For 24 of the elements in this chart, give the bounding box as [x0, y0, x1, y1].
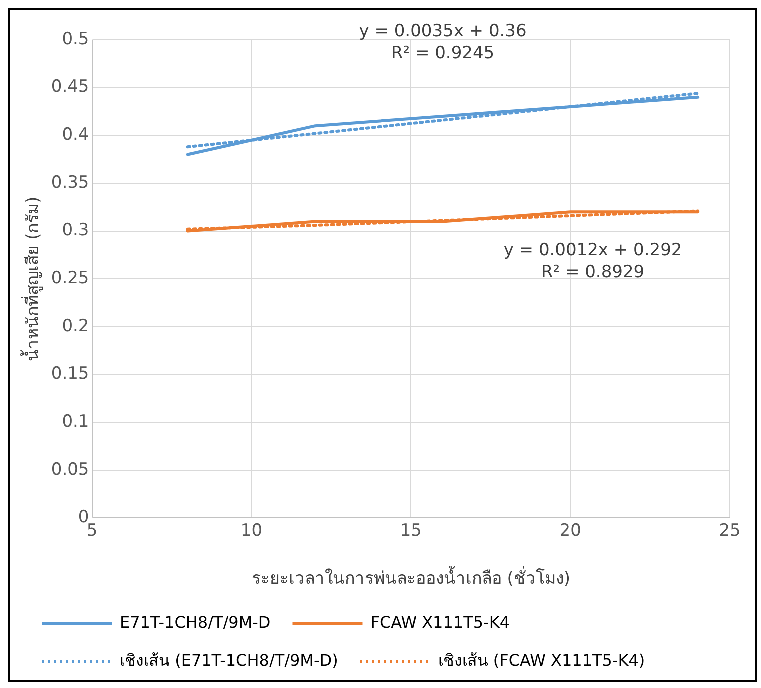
x-tick-label: 10: [240, 520, 263, 541]
y-tick-label: 0.45: [51, 77, 90, 98]
x-axis-title: ระยะเวลาในการพ่นละอองน้ำเกลือ (ชั่วโมง): [252, 566, 570, 590]
y-tick-label: 0.25: [51, 268, 90, 289]
x-tick-label: 5: [86, 520, 98, 541]
x-tick-label: 15: [400, 520, 422, 541]
legend-label: เชิงเส้น (FCAW X111T5-K4): [438, 651, 646, 670]
y-tick-label: 0.4: [62, 125, 90, 146]
y-tick-label: 0.35: [51, 172, 90, 193]
y-axis-title: น้ำหนักที่สูญเสีย (กรัม): [20, 196, 44, 362]
y-tick-label: 0.1: [62, 412, 90, 432]
y-tick-label: 0.5: [62, 29, 90, 50]
legend-label: FCAW X111T5-K4: [370, 613, 510, 632]
y-tick-label: 0.2: [62, 316, 90, 336]
y-tick-label: 0.15: [51, 364, 90, 384]
y-tick-label: 0.05: [51, 460, 90, 480]
annotation: y = 0.0012x + 0.292 R² = 0.8929: [504, 240, 682, 283]
y-tick-label: 0.3: [62, 220, 90, 241]
legend-label: E71T-1CH8/T/9M-D: [120, 613, 271, 632]
y-tick-label: 0: [78, 508, 90, 528]
x-tick-label: 25: [719, 520, 741, 541]
legend-label: เชิงเส้น (E71T-1CH8/T/9M-D): [120, 651, 338, 670]
annotation: y = 0.0035x + 0.36 R² = 0.9245: [359, 21, 527, 64]
x-tick-label: 20: [560, 520, 582, 541]
